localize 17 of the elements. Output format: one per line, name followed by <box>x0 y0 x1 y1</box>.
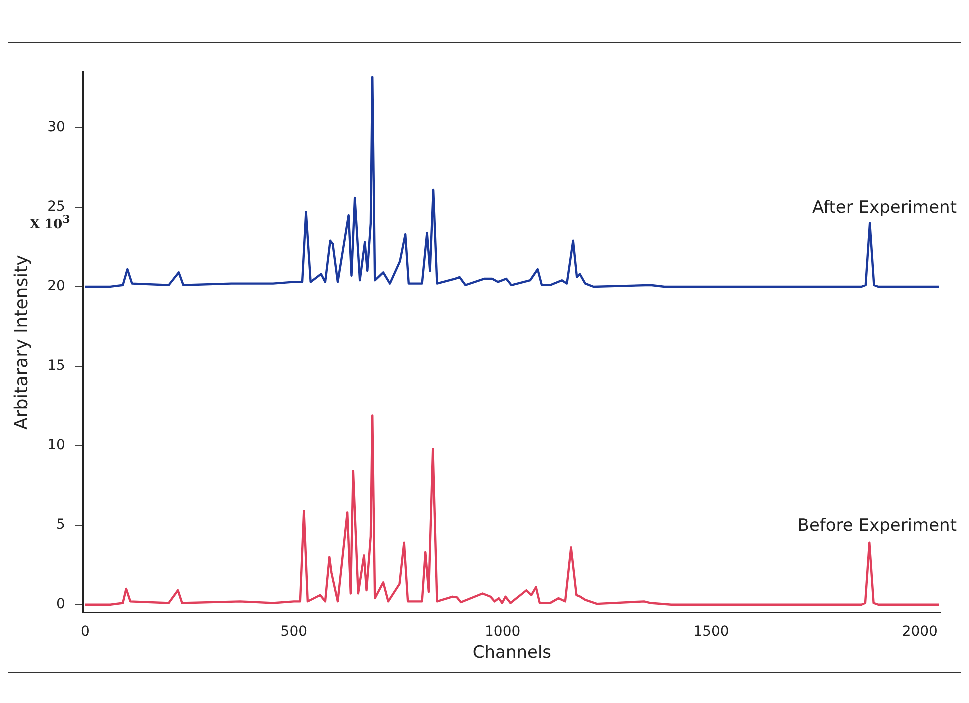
y-tick-label: 20 <box>48 278 66 295</box>
y-tick-label: 30 <box>48 120 66 136</box>
y-tick-label: 25 <box>48 199 66 216</box>
x-tick-label: 2000 <box>902 624 938 640</box>
y-axis-title: Arbitarary Intensity <box>11 254 32 430</box>
x-tick-label: 1000 <box>484 624 521 640</box>
y-tick-label: 15 <box>48 358 66 374</box>
series-label: Before Experiment <box>798 516 958 536</box>
x-axis-title: Channels <box>472 643 552 664</box>
y-tick-label: 10 <box>48 438 66 454</box>
x-tick-label: 500 <box>280 624 308 640</box>
y-tick-label: 0 <box>56 596 66 612</box>
series-label: After Experiment <box>812 198 958 218</box>
x-tick-label: 0 <box>81 624 90 640</box>
y-tick-label: 5 <box>56 517 66 534</box>
x-tick-label: 1500 <box>694 624 730 640</box>
text: X 10$^{3}$ <box>30 213 70 232</box>
